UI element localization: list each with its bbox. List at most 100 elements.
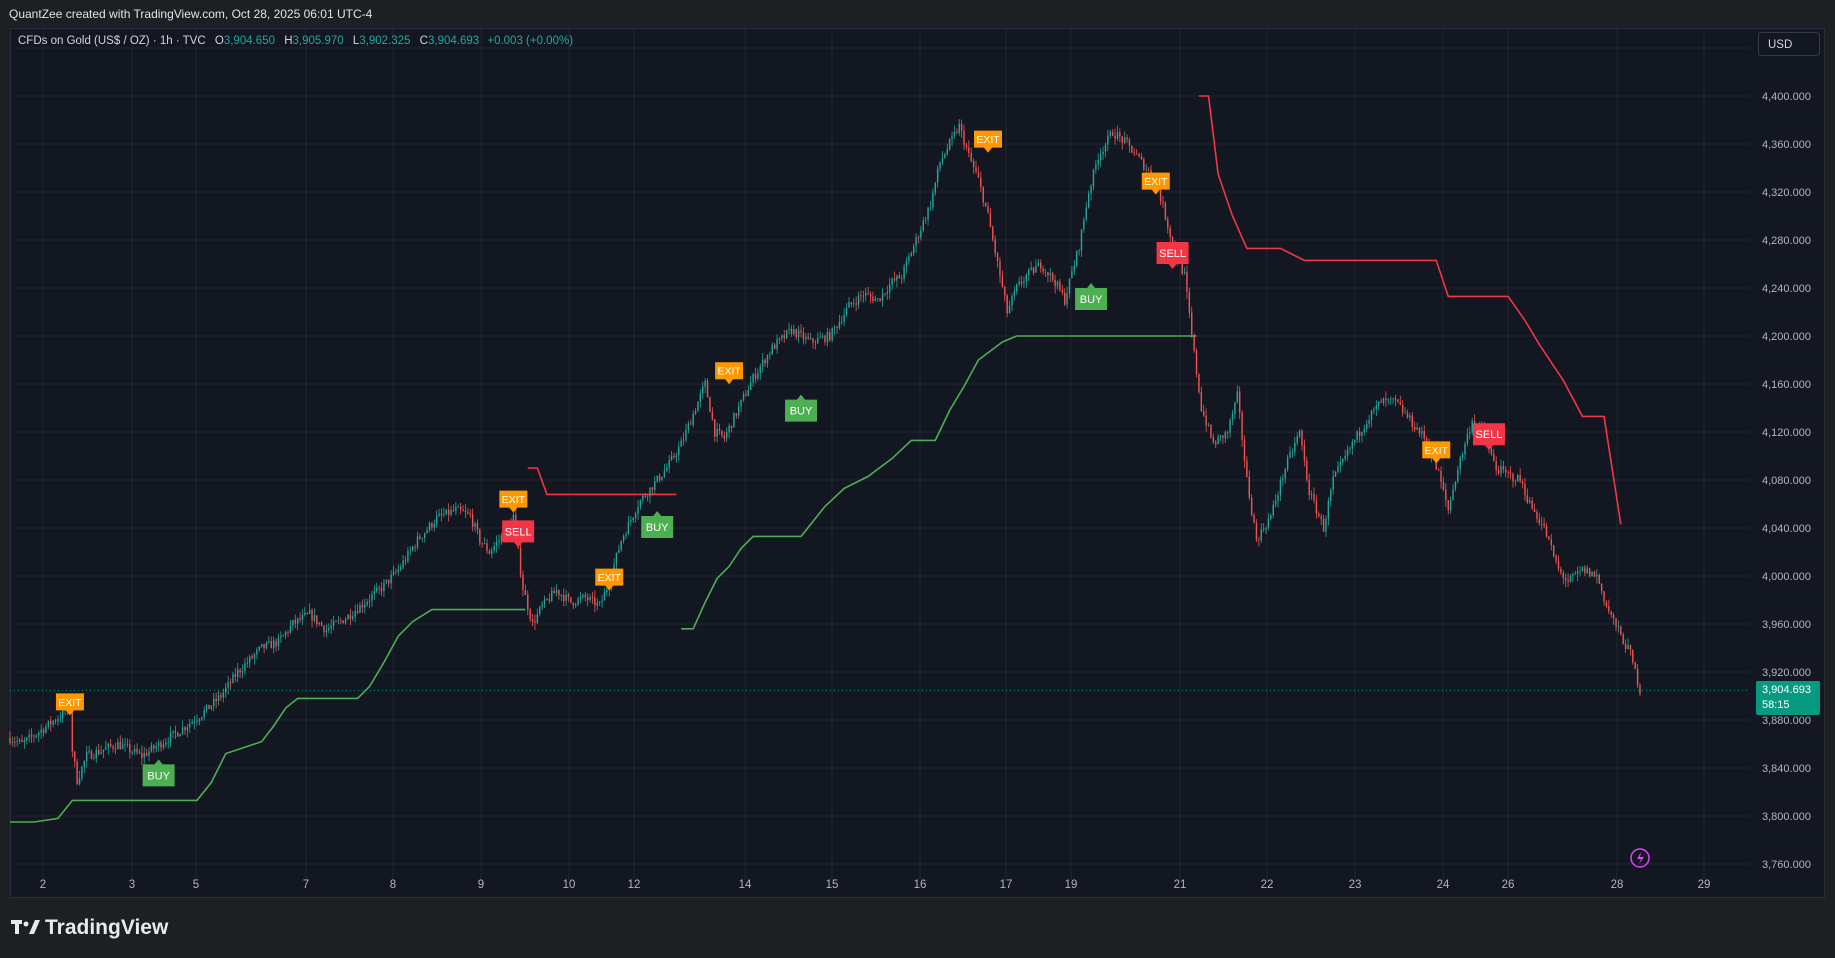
candle-body <box>1255 522 1258 540</box>
candle-body <box>488 550 491 554</box>
candle-body <box>754 374 757 379</box>
candle-body <box>169 732 172 743</box>
y-tick-label: 4,320.000 <box>1762 187 1811 199</box>
candle-body <box>1219 435 1222 438</box>
candle-body <box>982 187 984 203</box>
candle-body <box>589 597 591 600</box>
candle-body <box>1502 466 1505 470</box>
candle-body <box>534 621 536 623</box>
credit-text: QuantZee created with TradingView.com, O… <box>9 7 373 21</box>
signal-sell: SELL <box>502 520 535 548</box>
candle-body <box>213 698 215 706</box>
candle-body <box>838 321 841 329</box>
candle-body <box>368 600 371 603</box>
candle-body <box>282 635 284 637</box>
candle-body <box>1011 296 1013 306</box>
candle-body <box>606 589 608 593</box>
candle-body <box>1459 457 1461 470</box>
candle-body <box>474 523 476 527</box>
candle-body <box>661 476 663 481</box>
candle-body <box>270 641 272 649</box>
candle-body <box>563 595 565 602</box>
candle-body <box>409 550 412 552</box>
candle-body <box>903 266 905 279</box>
candle-body <box>1008 305 1011 314</box>
candle-body <box>251 656 253 659</box>
candle-body <box>222 692 225 698</box>
x-tick-label: 15 <box>826 879 839 891</box>
candle-body <box>1576 571 1579 574</box>
candle-body <box>1205 415 1207 426</box>
candle-body <box>841 321 843 323</box>
candle-body <box>989 212 992 228</box>
candle-body <box>1418 427 1421 434</box>
candle-body <box>1435 458 1437 470</box>
candle-body <box>1622 634 1624 645</box>
candle-body <box>1404 412 1406 414</box>
candle-body <box>1267 518 1270 528</box>
candle-body <box>1512 473 1514 482</box>
candle-body <box>21 739 23 743</box>
candle-body <box>320 622 323 626</box>
candle-body <box>687 423 690 430</box>
candle-body <box>877 298 879 300</box>
candle-body <box>742 394 745 400</box>
candle-body <box>498 540 500 542</box>
candle-body <box>1387 399 1390 400</box>
candle-body <box>1080 229 1083 251</box>
candle-body <box>1363 428 1366 432</box>
candle-body <box>994 239 996 254</box>
candle-body <box>1131 145 1133 153</box>
candle-body <box>1272 504 1274 516</box>
candle-body <box>680 440 682 447</box>
candle-body <box>783 335 785 339</box>
candle-body <box>1143 158 1145 170</box>
candle-body <box>447 509 450 515</box>
candle-body <box>927 207 929 220</box>
tradingview-logo[interactable]: TradingView <box>11 916 168 940</box>
candle-body <box>155 746 157 749</box>
signal-label: BUY <box>1080 294 1103 306</box>
candle-body <box>704 380 706 387</box>
candle-body <box>539 606 541 614</box>
currency-button[interactable]: USD <box>1758 32 1820 56</box>
candle-body <box>1258 539 1260 541</box>
candle-body <box>1308 479 1310 496</box>
candle-body <box>596 602 598 606</box>
candle-body <box>328 628 330 631</box>
candle-body <box>1603 591 1605 602</box>
candle-body <box>579 597 582 599</box>
stop-segment <box>527 467 677 496</box>
candle-body <box>1303 445 1306 461</box>
candle-body <box>1449 500 1452 511</box>
candle-body <box>395 571 397 573</box>
candle-body <box>491 550 493 554</box>
candle-body <box>1584 567 1586 574</box>
signal-label: EXIT <box>717 366 741 378</box>
x-tick-label: 29 <box>1698 879 1711 891</box>
candle-body <box>258 646 261 650</box>
candle-body <box>342 620 344 624</box>
candle-body <box>133 748 136 753</box>
candle-body <box>1557 561 1560 569</box>
candle-body <box>160 742 162 748</box>
candle-body <box>1226 432 1229 433</box>
candle-body <box>1006 295 1008 314</box>
candle-body <box>1495 461 1497 470</box>
chart-frame[interactable] <box>10 28 1825 898</box>
candle-body <box>189 723 191 728</box>
candle-body <box>685 429 687 440</box>
candle-body <box>857 295 860 305</box>
candle-body <box>1107 135 1109 145</box>
y-tick-label: 4,400.000 <box>1762 91 1811 103</box>
signal-buy: BUY <box>785 394 818 422</box>
candle-body <box>457 506 459 508</box>
candle-body <box>260 643 263 647</box>
candle-body <box>347 614 349 620</box>
x-tick-label: 2 <box>40 879 46 891</box>
candle-body <box>1560 568 1562 573</box>
candle-body <box>323 625 325 633</box>
candle-body <box>795 329 797 337</box>
candle-body <box>162 744 165 748</box>
